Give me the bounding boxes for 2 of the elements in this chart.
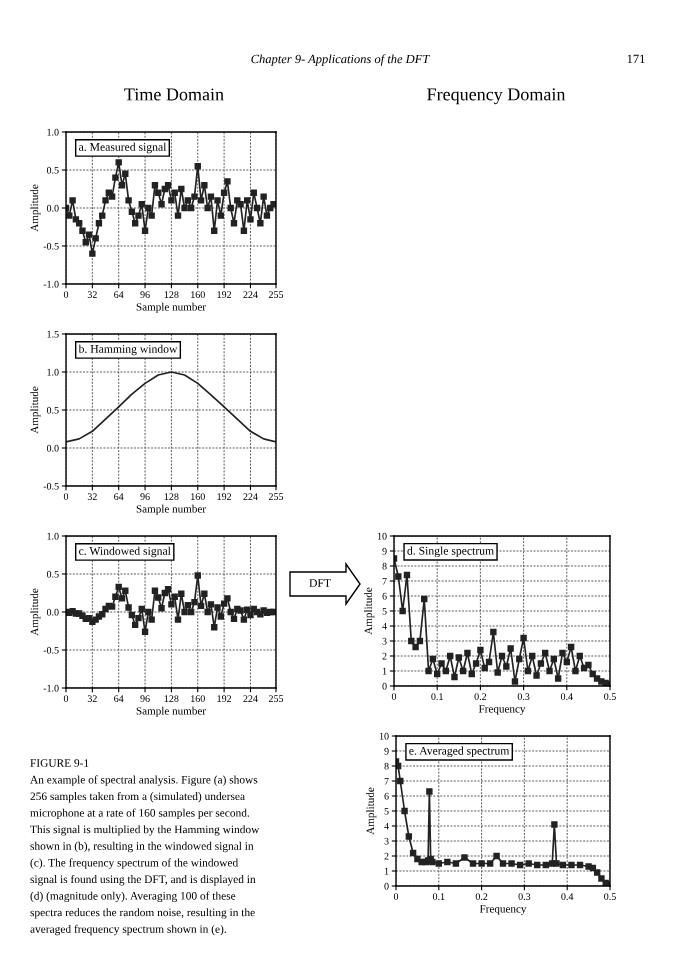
text: Time Domain xyxy=(124,88,224,101)
text: Frequency Domain xyxy=(427,88,566,105)
